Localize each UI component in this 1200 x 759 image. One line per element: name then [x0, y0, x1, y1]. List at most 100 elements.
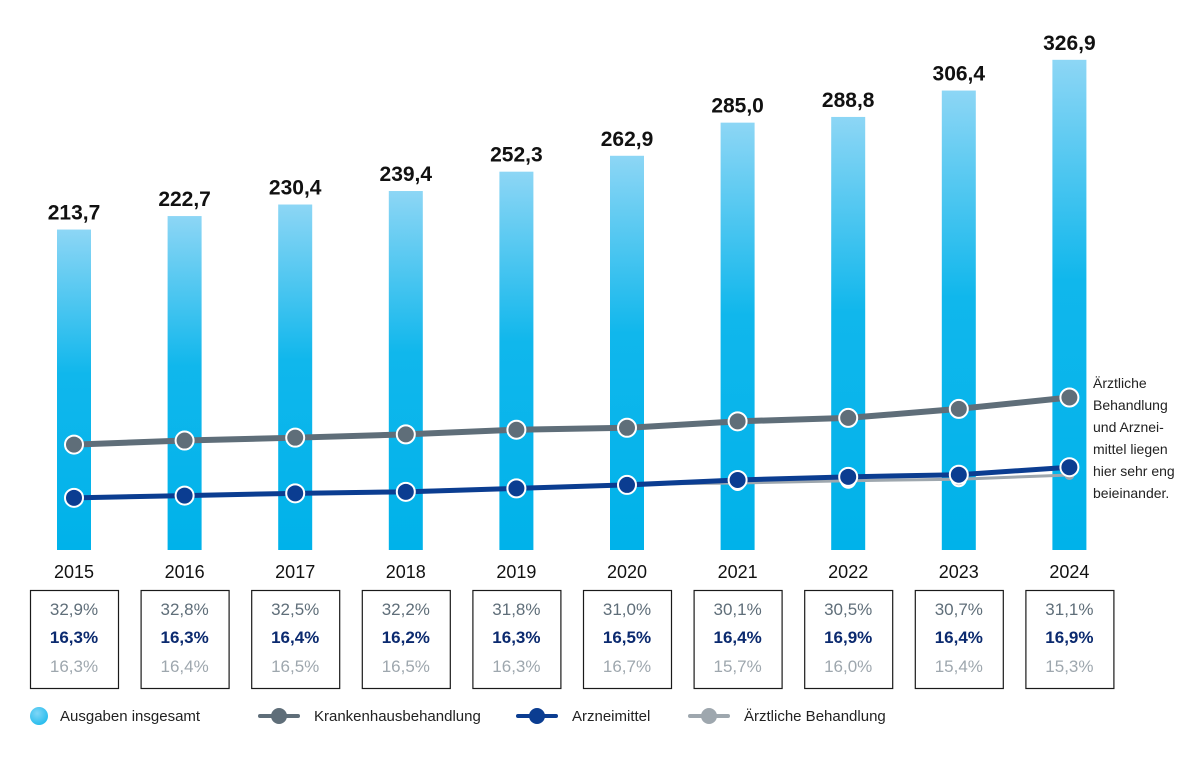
x-tick-label: 2018	[386, 562, 426, 582]
legend-swatch-physician	[686, 707, 732, 725]
series-point	[395, 481, 416, 502]
chart: 213,7 222,7 230,4 239,4 252,3 262,9 285,0 288,8…	[29, 32, 1115, 690]
series-point	[506, 419, 527, 440]
bar-value-label: 288,8	[822, 89, 875, 112]
series-point	[617, 474, 637, 495]
share-value: 16,4%	[271, 628, 319, 647]
share-value: 15,3%	[1045, 657, 1093, 676]
share-value: 31,1%	[1045, 600, 1093, 619]
share-value: 32,5%	[271, 600, 319, 619]
series-point	[617, 417, 637, 438]
legend-swatch-hospital	[256, 707, 302, 725]
share-value: 16,3%	[492, 657, 540, 676]
share-value: 32,8%	[160, 600, 208, 619]
x-tick-label: 2023	[939, 562, 979, 582]
legend-item-drugs: Arzneimittel	[514, 707, 650, 725]
series-point	[506, 478, 527, 499]
share-value: 31,0%	[603, 600, 651, 619]
series-point	[395, 424, 416, 445]
series-point	[64, 434, 84, 455]
x-tick-label: 2015	[54, 562, 94, 582]
bar-value-label: 285,0	[711, 95, 764, 118]
share-value: 16,0%	[824, 657, 872, 676]
series-point	[174, 430, 195, 451]
legend-item-physician: Ärztliche Behandlung	[686, 707, 886, 725]
share-value: 16,3%	[492, 628, 540, 647]
share-box-2019	[472, 589, 562, 690]
x-tick-label: 2024	[1049, 562, 1089, 582]
share-value: 16,5%	[271, 657, 319, 676]
share-value: 16,3%	[50, 628, 98, 647]
series-line-0	[71, 394, 1073, 448]
series-point	[727, 411, 748, 432]
x-tick-label: 2020	[607, 562, 647, 582]
share-boxes: 32,9% 16,3% 16,3% 32,8% 16,3% 16,4% 32,5% 16,4%…	[29, 589, 1115, 690]
share-value: 16,9%	[824, 628, 872, 647]
legend-label-drugs: Arzneimittel	[572, 707, 651, 725]
legend-label-total: Ausgaben insgesamt	[60, 707, 201, 725]
series-point	[285, 427, 306, 448]
share-value: 16,2%	[382, 628, 430, 647]
series-point	[838, 466, 859, 487]
share-value: 16,4%	[713, 628, 761, 647]
annotation-line: Behandlung	[1093, 397, 1168, 413]
share-value: 30,7%	[935, 600, 983, 619]
legend-swatch-drugs	[514, 707, 560, 725]
bar-value-label: 252,3	[490, 144, 543, 167]
annotation-note: Ärztliche Behandlung und Arznei- mittel …	[1093, 372, 1197, 504]
annotation-line: und Arznei-	[1093, 419, 1164, 435]
x-tick-label: 2022	[828, 562, 868, 582]
bar-value-label: 326,9	[1043, 32, 1096, 55]
share-value: 15,4%	[935, 657, 983, 676]
legend-label-physician: Ärztliche Behandlung	[744, 707, 886, 725]
share-value: 30,5%	[824, 600, 872, 619]
share-value: 16,4%	[160, 657, 208, 676]
series-point	[1059, 387, 1080, 408]
series-point	[948, 464, 969, 485]
x-tick-label: 2021	[718, 562, 758, 582]
share-value: 16,3%	[50, 657, 98, 676]
share-box-2023	[914, 589, 1004, 690]
series-point	[1059, 457, 1080, 478]
legend-item-hospital: Krankenhausbehandlung	[256, 707, 481, 725]
series-line-1	[71, 464, 1072, 501]
series-point	[64, 487, 84, 508]
bar-value-labels: 213,7 222,7 230,4 239,4 252,3 262,9 285,0 288,8…	[48, 32, 1096, 225]
bar-value-label: 306,4	[933, 63, 986, 86]
lines-group	[64, 387, 1080, 508]
bar-value-label: 230,4	[269, 177, 322, 200]
x-axis-labels: 2015 2016 2017 2018 2019 2020 2021 2022 2023 2024	[54, 562, 1089, 582]
series-point	[285, 483, 306, 504]
series-point	[838, 407, 859, 428]
share-value: 16,5%	[603, 628, 651, 647]
legend-item-total: Ausgaben insgesamt	[30, 707, 200, 725]
series-point	[948, 398, 969, 419]
x-tick-label: 2016	[165, 562, 205, 582]
share-box-2022	[804, 589, 894, 690]
share-value: 32,9%	[50, 600, 98, 619]
share-box-2024	[1025, 589, 1115, 690]
share-value: 32,2%	[382, 600, 430, 619]
share-value: 31,8%	[492, 600, 540, 619]
legend-swatch-total	[30, 707, 48, 725]
x-tick-label: 2017	[275, 562, 315, 582]
series-point	[174, 485, 195, 506]
bar-value-label: 239,4	[380, 163, 433, 186]
annotation-line: hier sehr eng	[1093, 463, 1175, 479]
bar-value-label: 262,9	[601, 128, 654, 151]
share-box-2018	[361, 589, 451, 690]
share-value: 16,5%	[382, 657, 430, 676]
share-box-2017	[251, 589, 341, 690]
series-point	[727, 469, 748, 490]
share-value: 16,4%	[935, 628, 983, 647]
share-value: 16,9%	[1045, 628, 1093, 647]
x-tick-label: 2019	[496, 562, 536, 582]
share-box-2016	[140, 589, 230, 690]
share-value: 16,3%	[160, 628, 208, 647]
share-value: 15,7%	[713, 657, 761, 676]
share-box-2021	[693, 589, 783, 690]
legend-label-hospital: Krankenhausbehandlung	[314, 707, 481, 725]
share-value: 16,7%	[603, 657, 651, 676]
annotation-line: mittel liegen	[1093, 441, 1168, 457]
share-box-2015	[29, 589, 120, 690]
